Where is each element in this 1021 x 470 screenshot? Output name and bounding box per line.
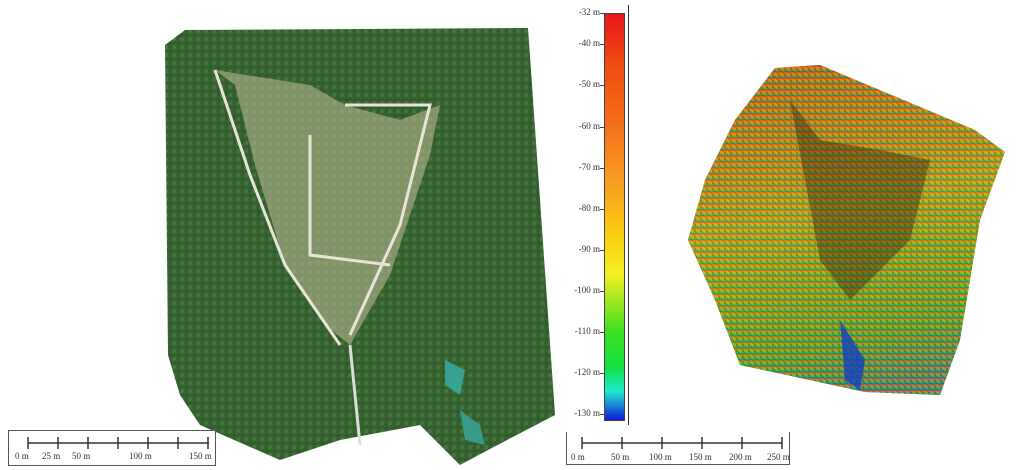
- colorbar-label: -110 m: [574, 326, 600, 336]
- colorbar-label: -40 m: [578, 38, 600, 48]
- colorbar-label: -130 m: [574, 408, 600, 418]
- dem-scale-label: 100 m: [649, 452, 672, 462]
- ortho-scale-label: 50 m: [72, 451, 91, 461]
- divider-line: [628, 5, 629, 425]
- dem-scale-label: 200 m: [729, 452, 752, 462]
- ortho-scale-label: 150 m: [189, 451, 212, 461]
- ortho-scale-label: 100 m: [129, 451, 152, 461]
- colorbar-tick: [600, 85, 605, 86]
- colorbar-gradient: [604, 13, 625, 421]
- colorbar-label: -50 m: [578, 79, 600, 89]
- colorbar-label: -80 m: [578, 203, 600, 213]
- colorbar-tick: [600, 13, 605, 14]
- elevation-colorbar: -32 m -40 m -50 m -60 m -70 m -80 m -90 m -100 …: [560, 0, 630, 430]
- colorbar-tick: [600, 414, 605, 415]
- colorbar-label: -120 m: [574, 367, 600, 377]
- colorbar-label: -90 m: [578, 244, 600, 254]
- colorbar-tick: [600, 168, 605, 169]
- colorbar-tick: [600, 44, 605, 45]
- colorbar-label: -60 m: [578, 121, 600, 131]
- dem-scale-label: 50 m: [611, 452, 630, 462]
- dem-image: [688, 65, 1005, 395]
- ortho-scale-bar: 0 m 25 m 50 m 100 m 150 m: [8, 430, 216, 466]
- colorbar-label: -70 m: [578, 162, 600, 172]
- colorbar-label: -100 m: [574, 285, 600, 295]
- colorbar-tick: [600, 209, 605, 210]
- dem-scale-bar: 0 m 50 m 100 m 150 m 200 m 250 m: [566, 432, 790, 465]
- dem-scale-label: 250 m: [767, 452, 790, 462]
- colorbar-tick: [600, 332, 605, 333]
- ortho-scale-label: 0 m: [15, 451, 29, 461]
- dem-scale-label: 150 m: [689, 452, 712, 462]
- colorbar-tick: [600, 291, 605, 292]
- colorbar-tick: [600, 127, 605, 128]
- colorbar-tick: [600, 373, 605, 374]
- colorbar-label: -32 m: [578, 7, 600, 17]
- dem-scale-label: 0 m: [571, 452, 585, 462]
- dem-scale-line: [581, 437, 783, 449]
- ortho-scale-line: [27, 437, 209, 449]
- ortho-scale-label: 25 m: [42, 451, 61, 461]
- orthophoto-image: [165, 28, 555, 465]
- colorbar-tick: [600, 250, 605, 251]
